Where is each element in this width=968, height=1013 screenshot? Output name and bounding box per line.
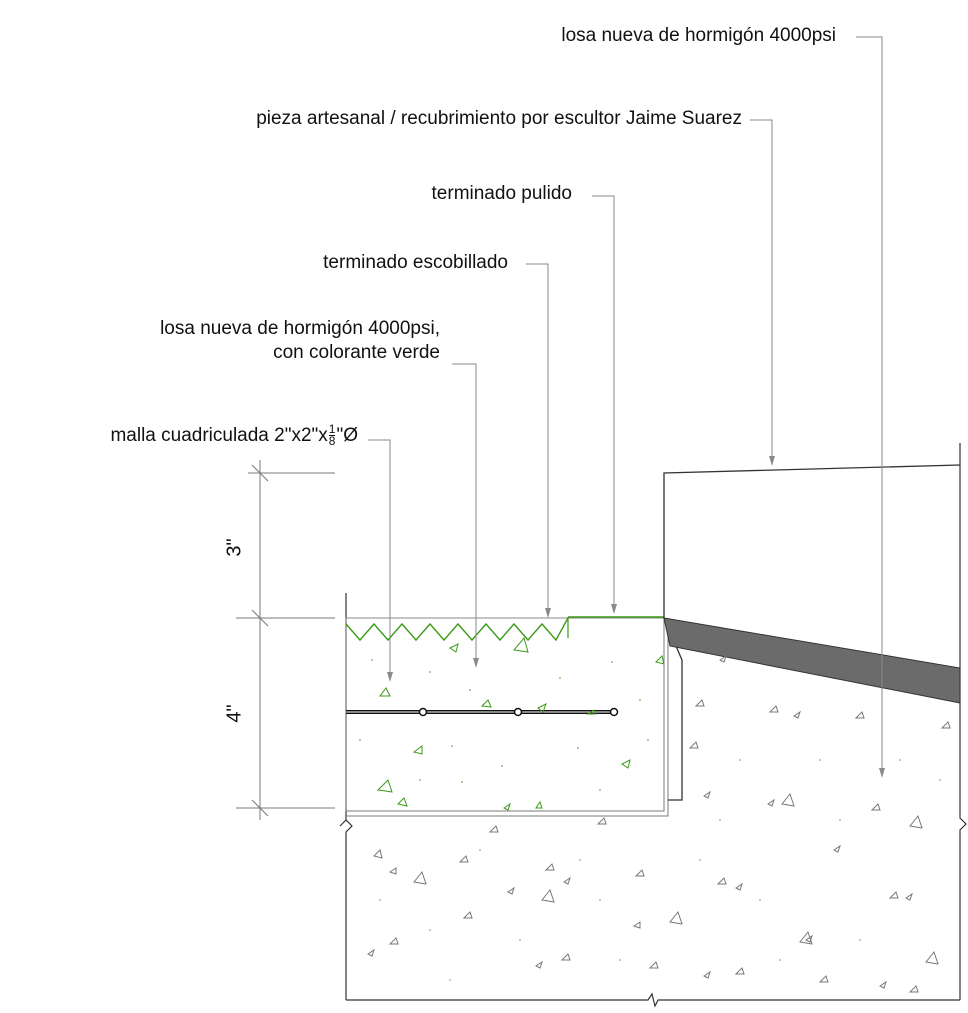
fraction-numerator: 1 (328, 422, 336, 437)
green-stipple (359, 659, 649, 791)
leader-arrowheads (387, 456, 885, 778)
fraction-denominator: 8 (328, 434, 336, 449)
callout-losa-verde-line1: losa nueva de hormigón 4000psi, (160, 318, 440, 339)
gravel-stipple (379, 759, 941, 981)
dimension-upper: 3" (223, 538, 246, 557)
callout-malla-prefix: malla cuadriculada 2"x2"x (110, 425, 328, 446)
green-slab (345, 616, 669, 817)
leader-lines (368, 36, 883, 772)
sculpted-overlay (663, 617, 961, 704)
broom-finish (345, 617, 569, 642)
gravel-base (339, 443, 967, 1008)
green-aggregate (376, 636, 665, 811)
callout-malla: malla cuadriculada 2"x2"x 1 8 "Ø (110, 422, 358, 449)
callout-terminado-pulido: terminado pulido (431, 183, 572, 204)
callout-losa-verde: losa nueva de hormigón 4000psi, con colo… (160, 317, 440, 365)
wire-mesh (346, 707, 619, 717)
dimension-lines (236, 460, 335, 820)
callout-losa-nueva-top: losa nueva de hormigón 4000psi (561, 25, 836, 46)
callout-losa-verde-line2: con colorante verde (273, 342, 440, 363)
callout-pieza-artesanal: pieza artesanal / recubrimiento por escu… (256, 108, 742, 129)
callout-malla-suffix: "Ø (336, 425, 358, 446)
gravel-aggregate (367, 654, 951, 993)
dimension-lower: 4" (223, 704, 246, 723)
callout-terminado-escobillado: terminado escobillado (323, 252, 508, 273)
